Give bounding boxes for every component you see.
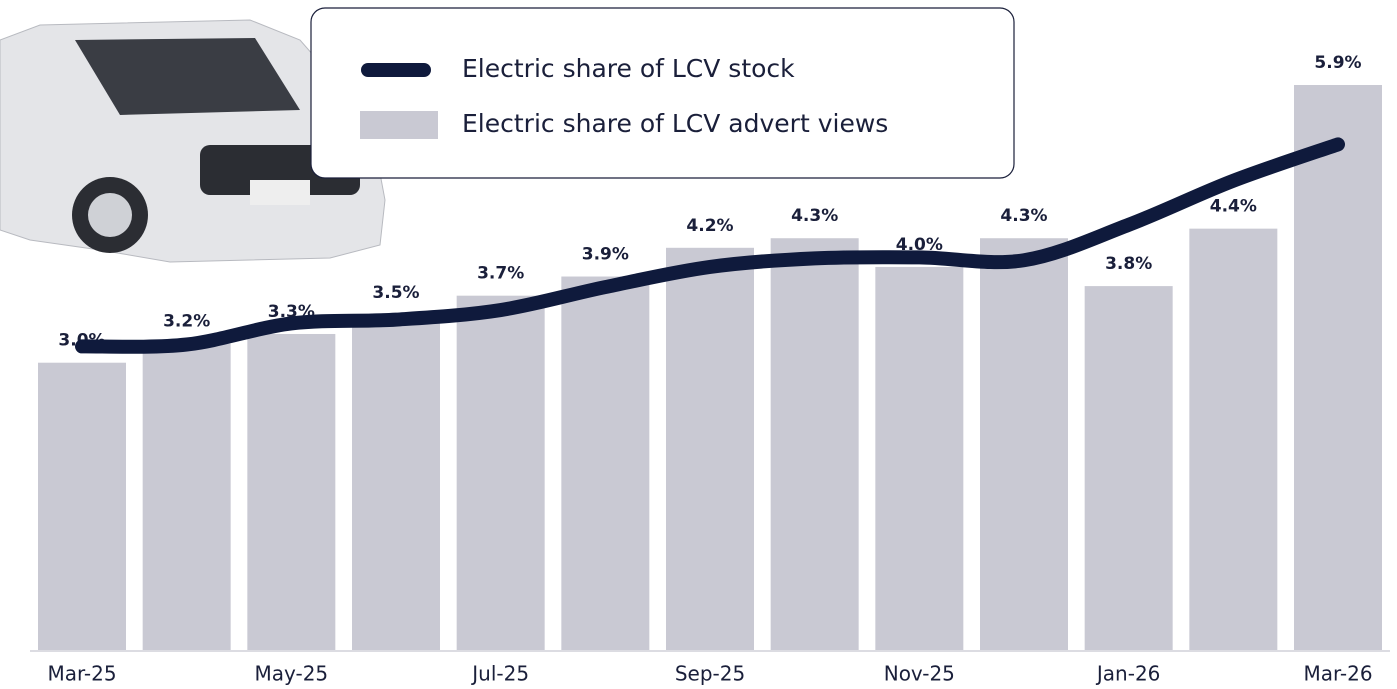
bar xyxy=(352,315,440,650)
bar xyxy=(1294,85,1382,650)
chart: 3.0%3.2%3.3%3.5%3.7%3.9%4.2%4.3%4.0%4.3%… xyxy=(0,0,1397,689)
value-label: 3.9% xyxy=(582,245,629,265)
van-plate xyxy=(250,180,310,205)
x-tick-label: May-25 xyxy=(254,662,328,686)
x-tick-label: Jul-25 xyxy=(470,662,529,686)
x-tick-label: Sep-25 xyxy=(675,662,745,686)
x-axis: Mar-25 May-25 Jul-25 Sep-25 Nov-25 Jan-26 Mar-… xyxy=(30,651,1390,686)
value-label: 3.8% xyxy=(1105,254,1152,274)
bar xyxy=(143,344,231,650)
bar xyxy=(561,277,649,650)
legend-label: Electric share of LCV stock xyxy=(462,54,795,83)
value-label: 4.3% xyxy=(1000,206,1047,226)
bar xyxy=(666,248,754,650)
x-tick-label: Mar-25 xyxy=(47,662,116,686)
bar xyxy=(247,334,335,650)
bar xyxy=(875,267,963,650)
value-label: 4.2% xyxy=(686,216,733,236)
bar xyxy=(1085,286,1173,650)
legend-label: Electric share of LCV advert views xyxy=(462,109,888,138)
van-hub xyxy=(88,193,132,237)
bar xyxy=(38,363,126,650)
legend: Electric share of LCV stock Electric shar… xyxy=(311,8,1014,178)
value-label: 5.9% xyxy=(1314,53,1361,73)
value-label: 3.5% xyxy=(372,283,419,303)
x-tick-label: Nov-25 xyxy=(884,662,955,686)
bar xyxy=(980,238,1068,650)
bar xyxy=(771,238,859,650)
legend-box xyxy=(311,8,1014,178)
bar xyxy=(1189,229,1277,650)
value-label: 3.7% xyxy=(477,264,524,284)
x-tick-label: Mar-26 xyxy=(1303,662,1372,686)
value-label: 4.4% xyxy=(1210,197,1257,217)
bar xyxy=(457,296,545,650)
value-label: 3.2% xyxy=(163,312,210,332)
value-label: 4.3% xyxy=(791,206,838,226)
x-tick-label: Jan-26 xyxy=(1095,662,1161,686)
legend-swatch xyxy=(360,111,438,139)
